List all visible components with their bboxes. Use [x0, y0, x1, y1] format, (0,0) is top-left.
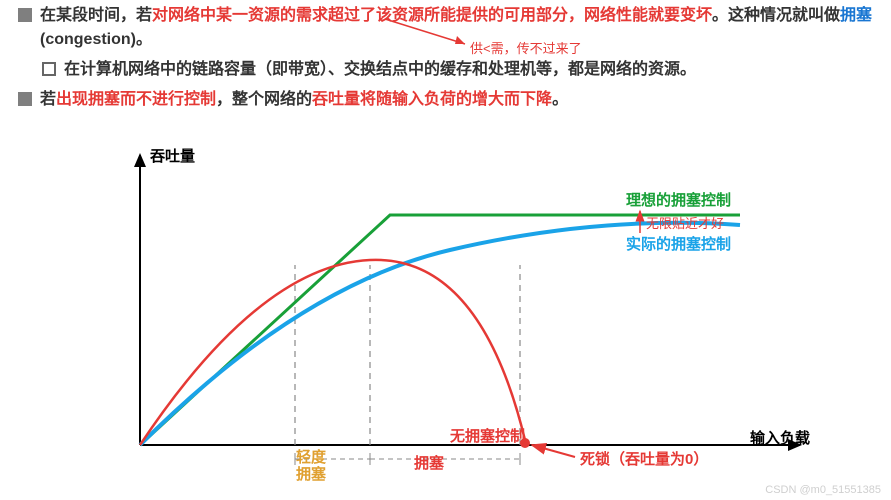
t-hl: 出现拥塞而不进行控制	[56, 91, 216, 108]
t: 。	[552, 91, 568, 108]
bullet-marker-outline	[42, 62, 56, 76]
arrow-top	[380, 14, 480, 54]
t: 若	[40, 91, 56, 108]
bullet-2-text: 在计算机网络中的链路容量（即带宽）、交换结点中的缓存和处理机等，都是网络的资源。	[64, 58, 696, 82]
t: 。这种情况就叫做	[712, 7, 840, 24]
t: ，整个网络的	[216, 91, 312, 108]
label-actual: 实际的拥塞控制	[626, 233, 731, 254]
congestion-chart: 吞吐量 输入负载 理想的拥塞控制 实际的拥塞控制 无拥塞控制 无限贴近才好 轻度…	[100, 145, 830, 485]
bullet-marker	[18, 92, 32, 106]
t: 在某段时间，若	[40, 7, 152, 24]
label-ideal: 理想的拥塞控制	[626, 189, 731, 210]
watermark: CSDN @m0_51551385	[765, 484, 881, 496]
note-top: 供<需，传不过来了	[470, 38, 582, 57]
t-hl: 吞吐量将随输入负荷的增大而下降	[312, 91, 552, 108]
label-light-congestion: 轻度拥塞	[296, 450, 326, 483]
bullet-marker	[18, 8, 32, 22]
label-congestion: 拥塞	[414, 452, 444, 473]
bullet-3: 若出现拥塞而不进行控制，整个网络的吞吐量将随输入负荷的增大而下降。	[0, 84, 891, 114]
t-hl: 拥塞	[840, 7, 872, 24]
y-axis-label: 吞吐量	[150, 145, 195, 166]
t: (congestion)。	[40, 31, 152, 48]
x-axis-label: 输入负载	[750, 427, 810, 448]
label-deadlock: 死锁（吞吐量为0）	[580, 448, 708, 469]
label-none: 无拥塞控制	[450, 425, 525, 446]
bullet-2: 在计算机网络中的链路容量（即带宽）、交换结点中的缓存和处理机等，都是网络的资源。	[0, 54, 891, 84]
bullet-3-text: 若出现拥塞而不进行控制，整个网络的吞吐量将随输入负荷的增大而下降。	[40, 88, 568, 112]
note-mid: 无限贴近才好	[646, 213, 724, 232]
